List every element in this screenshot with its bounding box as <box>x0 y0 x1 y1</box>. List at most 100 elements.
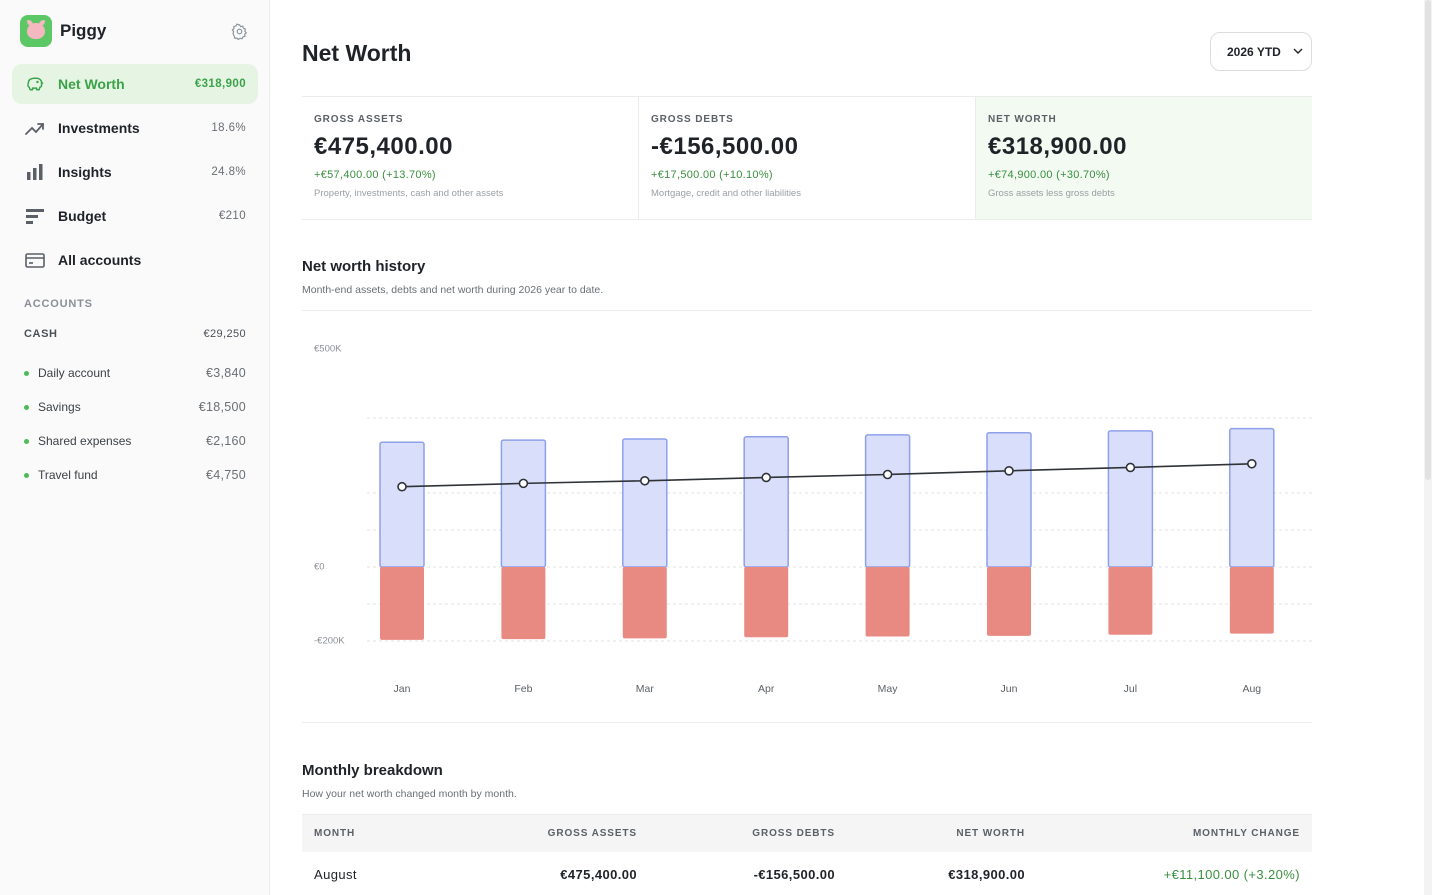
card-value: -€156,500.00 <box>651 133 799 160</box>
breakdown-table: MONTH GROSS ASSETS GROSS DEBTS NET WORTH… <box>302 814 1312 895</box>
asset-bar <box>864 434 911 568</box>
nav-item-label: Net Worth <box>58 76 125 92</box>
net-worth-point <box>882 469 893 480</box>
card-change: +€57,400.00 (+13.70%) <box>314 169 436 181</box>
status-dot <box>24 438 29 444</box>
net-worth-point <box>1004 466 1014 476</box>
period-select-value: 2026 YTD <box>1227 44 1281 59</box>
debt-bar <box>622 567 667 639</box>
brand[interactable]: Piggy <box>20 15 106 47</box>
nav-item-label: Insights <box>58 164 112 180</box>
card-change: +€74,900.00 (+30.70%) <box>988 169 1110 181</box>
column-header[interactable]: MONTH <box>314 828 356 839</box>
debt-bar <box>380 567 424 640</box>
account-balance: €3,840 <box>205 366 246 380</box>
card-value: €475,400.00 <box>314 133 453 160</box>
net-worth-line <box>401 462 1252 488</box>
debt-bar <box>1108 567 1153 635</box>
nav-item-all-accounts[interactable]: All accounts <box>12 240 258 280</box>
nav-item-budget[interactable]: Budget €210 <box>12 196 258 236</box>
nav-item-label: Budget <box>58 208 107 224</box>
table-row[interactable]: August €475,400.00 -€156,500.00 €318,900… <box>302 852 1312 895</box>
card-value: €318,900.00 <box>988 133 1127 160</box>
net-worth-point <box>1125 462 1136 473</box>
nav-item-label: Investments <box>58 120 140 136</box>
x-tick-label: Jun <box>1001 683 1018 695</box>
table-cell: -€156,500.00 <box>753 866 835 882</box>
account-item[interactable]: Shared expenses €2,160 <box>24 424 246 458</box>
debt-bar <box>744 567 789 638</box>
net-worth-point <box>397 481 407 492</box>
account-name: Travel fund <box>38 468 98 482</box>
nav-item-label: All accounts <box>58 252 142 268</box>
account-balance: €18,500 <box>198 400 246 414</box>
debt-bar <box>987 567 1031 636</box>
asset-bar <box>622 438 668 568</box>
column-header[interactable]: GROSS DEBTS <box>752 828 835 839</box>
nav-item-value: 24.8% <box>211 166 246 178</box>
debt-bar <box>865 567 910 637</box>
account-name: Savings <box>38 400 81 414</box>
column-header[interactable]: MONTHLY CHANGE <box>1192 828 1300 839</box>
debt-bar <box>1229 567 1274 634</box>
table-cell: August <box>314 866 357 882</box>
account-item[interactable]: Daily account €3,840 <box>24 356 246 390</box>
card-label: GROSS DEBTS <box>651 114 734 125</box>
nav-item-investments[interactable]: Investments 18.6% <box>12 108 258 148</box>
x-tick-label: Apr <box>758 683 775 695</box>
sidebar: Piggy Net Worth €318,900 Investments 18.… <box>0 0 270 895</box>
x-tick-label: Jan <box>394 683 411 695</box>
account-group-value: €29,250 <box>203 328 246 340</box>
card-icon <box>24 249 46 271</box>
nav-item-value: €210 <box>218 210 246 222</box>
scrollbar-thumb[interactable] <box>1425 0 1431 480</box>
account-group-label: CASH <box>24 328 58 340</box>
piggy-logo-icon <box>20 15 52 47</box>
account-balance: €2,160 <box>205 434 246 448</box>
net-worth-chart: €500K €0 -€200K Jan Feb Mar Apr May Jun Jul Aug <box>314 344 1312 695</box>
card-note: Mortgage, credit and other liabilities <box>651 188 801 199</box>
divider <box>302 310 1312 311</box>
nav-item-insights[interactable]: Insights 24.8% <box>12 152 258 192</box>
debt-bar <box>501 567 546 640</box>
column-header[interactable]: GROSS ASSETS <box>547 828 637 839</box>
card-note: Property, investments, cash and other as… <box>314 188 504 199</box>
asset-bar <box>1107 430 1154 568</box>
y-tick-label: -€200K <box>314 636 345 647</box>
nav-item-value: €318,900 <box>194 78 246 90</box>
card-gross-debts: GROSS DEBTS -€156,500.00 +€17,500.00 (+1… <box>638 97 975 219</box>
nav-item-value: 18.6% <box>211 122 246 134</box>
trend-up-icon <box>24 117 46 139</box>
nav-item-net-worth[interactable]: Net Worth €318,900 <box>12 64 258 104</box>
asset-bar <box>379 441 425 568</box>
card-gross-assets: GROSS ASSETS €475,400.00 +€57,400.00 (+1… <box>302 97 638 219</box>
breakdown-subtitle: How your net worth changed month by mont… <box>302 788 517 800</box>
card-net-worth: NET WORTH €318,900.00 +€74,900.00 (+30.7… <box>975 97 1312 219</box>
x-tick-label: May <box>878 683 899 695</box>
table-cell: +€11,100.00 (+3.20%) <box>1163 866 1300 882</box>
account-item[interactable]: Savings €18,500 <box>24 390 246 424</box>
accounts-heading: ACCOUNTS <box>24 298 93 310</box>
net-worth-point <box>761 472 772 483</box>
asset-bar <box>986 431 1032 568</box>
column-header[interactable]: NET WORTH <box>956 828 1025 839</box>
period-select[interactable]: 2026 YTD <box>1210 32 1312 71</box>
main-nav: Net Worth €318,900 Investments 18.6% Ins… <box>12 64 258 284</box>
status-dot <box>24 472 29 478</box>
history-title: Net worth history <box>302 258 426 275</box>
y-tick-label: €0 <box>314 562 325 573</box>
piggy-bank-icon <box>24 73 46 95</box>
account-list: Daily account €3,840 Savings €18,500 Sha… <box>24 356 246 492</box>
net-worth-point <box>518 478 529 489</box>
account-group-cash[interactable]: CASH €29,250 <box>24 328 246 340</box>
chevron-down-icon <box>1293 48 1303 54</box>
gear-icon[interactable] <box>229 21 249 41</box>
table-cell: €318,900.00 <box>948 866 1025 882</box>
history-subtitle: Month-end assets, debts and net worth du… <box>302 284 604 296</box>
asset-bar <box>500 439 547 568</box>
app-name: Piggy <box>60 21 107 40</box>
account-item[interactable]: Travel fund €4,750 <box>24 458 246 492</box>
x-tick-label: Feb <box>514 683 532 695</box>
scrollbar[interactable] <box>1424 0 1432 895</box>
divider <box>302 722 1312 723</box>
